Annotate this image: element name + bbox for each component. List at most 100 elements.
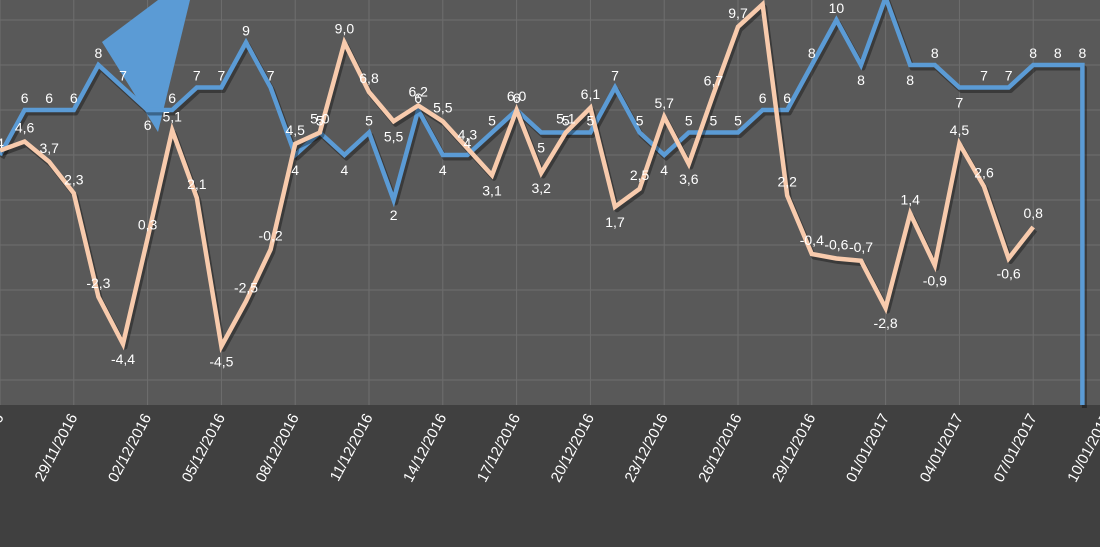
data-label: 7 [267,68,275,84]
data-label: 6 [759,90,767,106]
data-labels: 4666876677974545264456555754555668108118… [0,0,1087,369]
data-label: 7 [1005,68,1013,84]
data-label: 6 [168,90,176,106]
series-0-line [0,0,1085,405]
data-label: 8 [906,72,914,88]
data-label: 8 [808,45,816,61]
data-label: 5 [537,140,545,156]
data-label: -2,3 [86,275,110,291]
data-label: 6,1 [581,86,601,102]
data-label: 4,3 [458,126,478,142]
data-label: 0,8 [1023,205,1043,221]
x-tick-label: 26/12/2016 [695,411,745,485]
data-label: 3,2 [531,180,551,196]
data-label: 3,6 [679,171,699,187]
data-label: 6 [144,117,152,133]
data-label: -0,7 [849,239,873,255]
x-tick-label: 11/12/2016 [327,411,377,484]
x-tick-label: 05/12/2016 [179,411,229,485]
data-label: 4 [439,162,447,178]
x-tick-label: 20/12/2016 [548,411,598,485]
data-label: -0,6 [824,237,848,253]
data-label: 4 [660,162,668,178]
data-label: 5 [488,113,496,129]
x-axis-tick-labels: 26/11/2016 29/11/2016 02/12/2016 05/12/2016… [0,411,1100,485]
series-1-line [0,0,1035,354]
data-label: 2,1 [187,176,207,192]
data-label: 5 [587,113,595,129]
data-label: 3,7 [39,140,59,156]
star-shape [102,0,190,132]
data-label: 7 [218,68,226,84]
data-label: 7 [119,68,127,84]
data-label: 6 [45,90,53,106]
x-tick-label: 08/12/2016 [252,411,302,485]
data-label: 2,2 [777,174,797,190]
data-label: 8 [95,45,103,61]
data-label: -0,2 [259,228,283,244]
data-label: 5,1 [162,108,182,124]
x-tick-label: 07/01/2017 [990,411,1040,485]
data-label: 4,6 [15,120,35,136]
plot-area [0,0,1100,405]
data-label: 4 [0,135,4,151]
data-label: 3,1 [482,182,502,198]
x-tick-label: 17/12/2016 [474,411,524,485]
data-label: -0,9 [923,272,947,288]
data-label: 2,3 [64,171,84,187]
data-label: 6,0 [507,88,527,104]
plot-background [0,0,1100,405]
data-label: -0,6 [997,266,1021,282]
data-label: 5,5 [384,128,404,144]
data-label: 2 [390,207,398,223]
data-label: 5 [710,113,718,129]
data-label: 4 [341,162,349,178]
data-label: 6 [414,90,422,106]
series-lines [0,0,1087,408]
data-label: 6 [21,90,29,106]
data-label: 2,5 [630,167,650,183]
x-tick-label: 23/12/2016 [621,411,671,485]
data-label: 10 [829,0,845,16]
x-tick-label: 10/01/2017 [1064,411,1100,485]
data-label: 5 [365,113,373,129]
data-label: 0,3 [138,216,158,232]
data-label: 9,7 [728,5,748,21]
data-label: 5,0 [310,111,330,127]
data-label: 6 [70,90,78,106]
data-label: 5,5 [433,99,453,115]
data-label: 5 [562,113,570,129]
x-tick-label: 29/11/2016 [32,411,82,484]
data-label: 7 [980,68,988,84]
data-label: -2,5 [234,279,258,295]
x-tick-label: 29/12/2016 [769,411,819,485]
data-label: 8 [931,45,939,61]
data-label: 8 [1054,45,1062,61]
data-label: 6,2 [408,84,428,100]
data-label: 2,6 [974,165,994,181]
data-label: 6,8 [359,70,379,86]
data-label: 5 [316,113,324,129]
chart-decoration [102,0,190,132]
data-label: 8 [1079,45,1087,61]
data-label: 4,5 [950,122,970,138]
x-tick-label: 02/12/2016 [105,411,155,485]
data-label: 8 [857,72,865,88]
data-label: 5 [685,113,693,129]
data-label: 5,7 [654,95,674,111]
x-tick-label: 14/12/2016 [400,411,450,485]
data-label: 9 [242,23,250,39]
data-label: 6 [783,90,791,106]
data-label: -4,4 [111,351,135,367]
data-label: -2,8 [874,315,898,331]
data-label: 7 [611,68,619,84]
data-label: 4 [291,162,299,178]
x-tick-label: 26/11/2016 [0,411,8,484]
data-label: 6,7 [704,72,724,88]
data-label: 7 [193,68,201,84]
data-label: 1,4 [900,192,920,208]
data-label: -4,5 [209,353,233,369]
data-label: 5,1 [556,111,576,127]
